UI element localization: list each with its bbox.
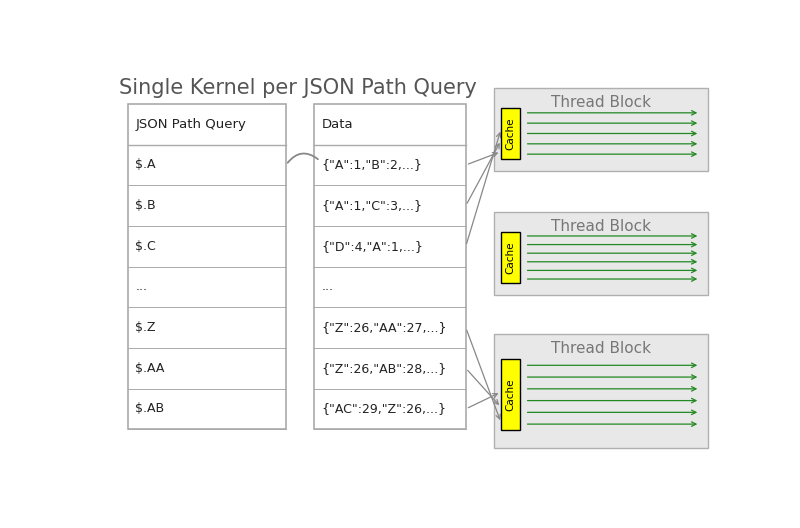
Text: Cache: Cache [506,241,515,274]
Text: Thread Block: Thread Block [550,95,650,110]
Text: $.C: $.C [135,240,156,253]
Text: Thread Block: Thread Block [550,341,650,356]
Text: JSON Path Query: JSON Path Query [135,118,246,131]
Bar [501,232,520,284]
Bar [501,108,520,159]
Text: {"Z":26,"AA":27,...}: {"Z":26,"AA":27,...} [322,321,447,334]
Bar [494,212,707,295]
Text: Cache: Cache [506,379,515,411]
Text: Thread Block: Thread Block [550,219,650,234]
Bar [494,334,707,448]
Bar [128,104,286,429]
Text: $.A: $.A [135,158,156,172]
Text: {"A":1,"C":3,...}: {"A":1,"C":3,...} [322,199,422,212]
Bar [494,88,707,171]
Text: ...: ... [322,280,334,294]
Text: ...: ... [135,280,147,294]
Text: {"Z":26,"AB":28,...}: {"Z":26,"AB":28,...} [322,362,446,375]
Bar [314,104,466,429]
Text: $.AA: $.AA [135,362,165,375]
Text: {"D":4,"A":1,...}: {"D":4,"A":1,...} [322,240,423,253]
Text: $.AB: $.AB [135,402,165,416]
Text: $.B: $.B [135,199,156,212]
Text: Cache: Cache [506,117,515,150]
Text: {"AC":29,"Z":26,...}: {"AC":29,"Z":26,...} [322,402,446,416]
Bar [501,360,520,430]
Text: Single Kernel per JSON Path Query: Single Kernel per JSON Path Query [118,78,477,98]
Text: $.Z: $.Z [135,321,156,334]
Text: {"A":1,"B":2,...}: {"A":1,"B":2,...} [322,158,422,172]
Text: Data: Data [322,118,353,131]
